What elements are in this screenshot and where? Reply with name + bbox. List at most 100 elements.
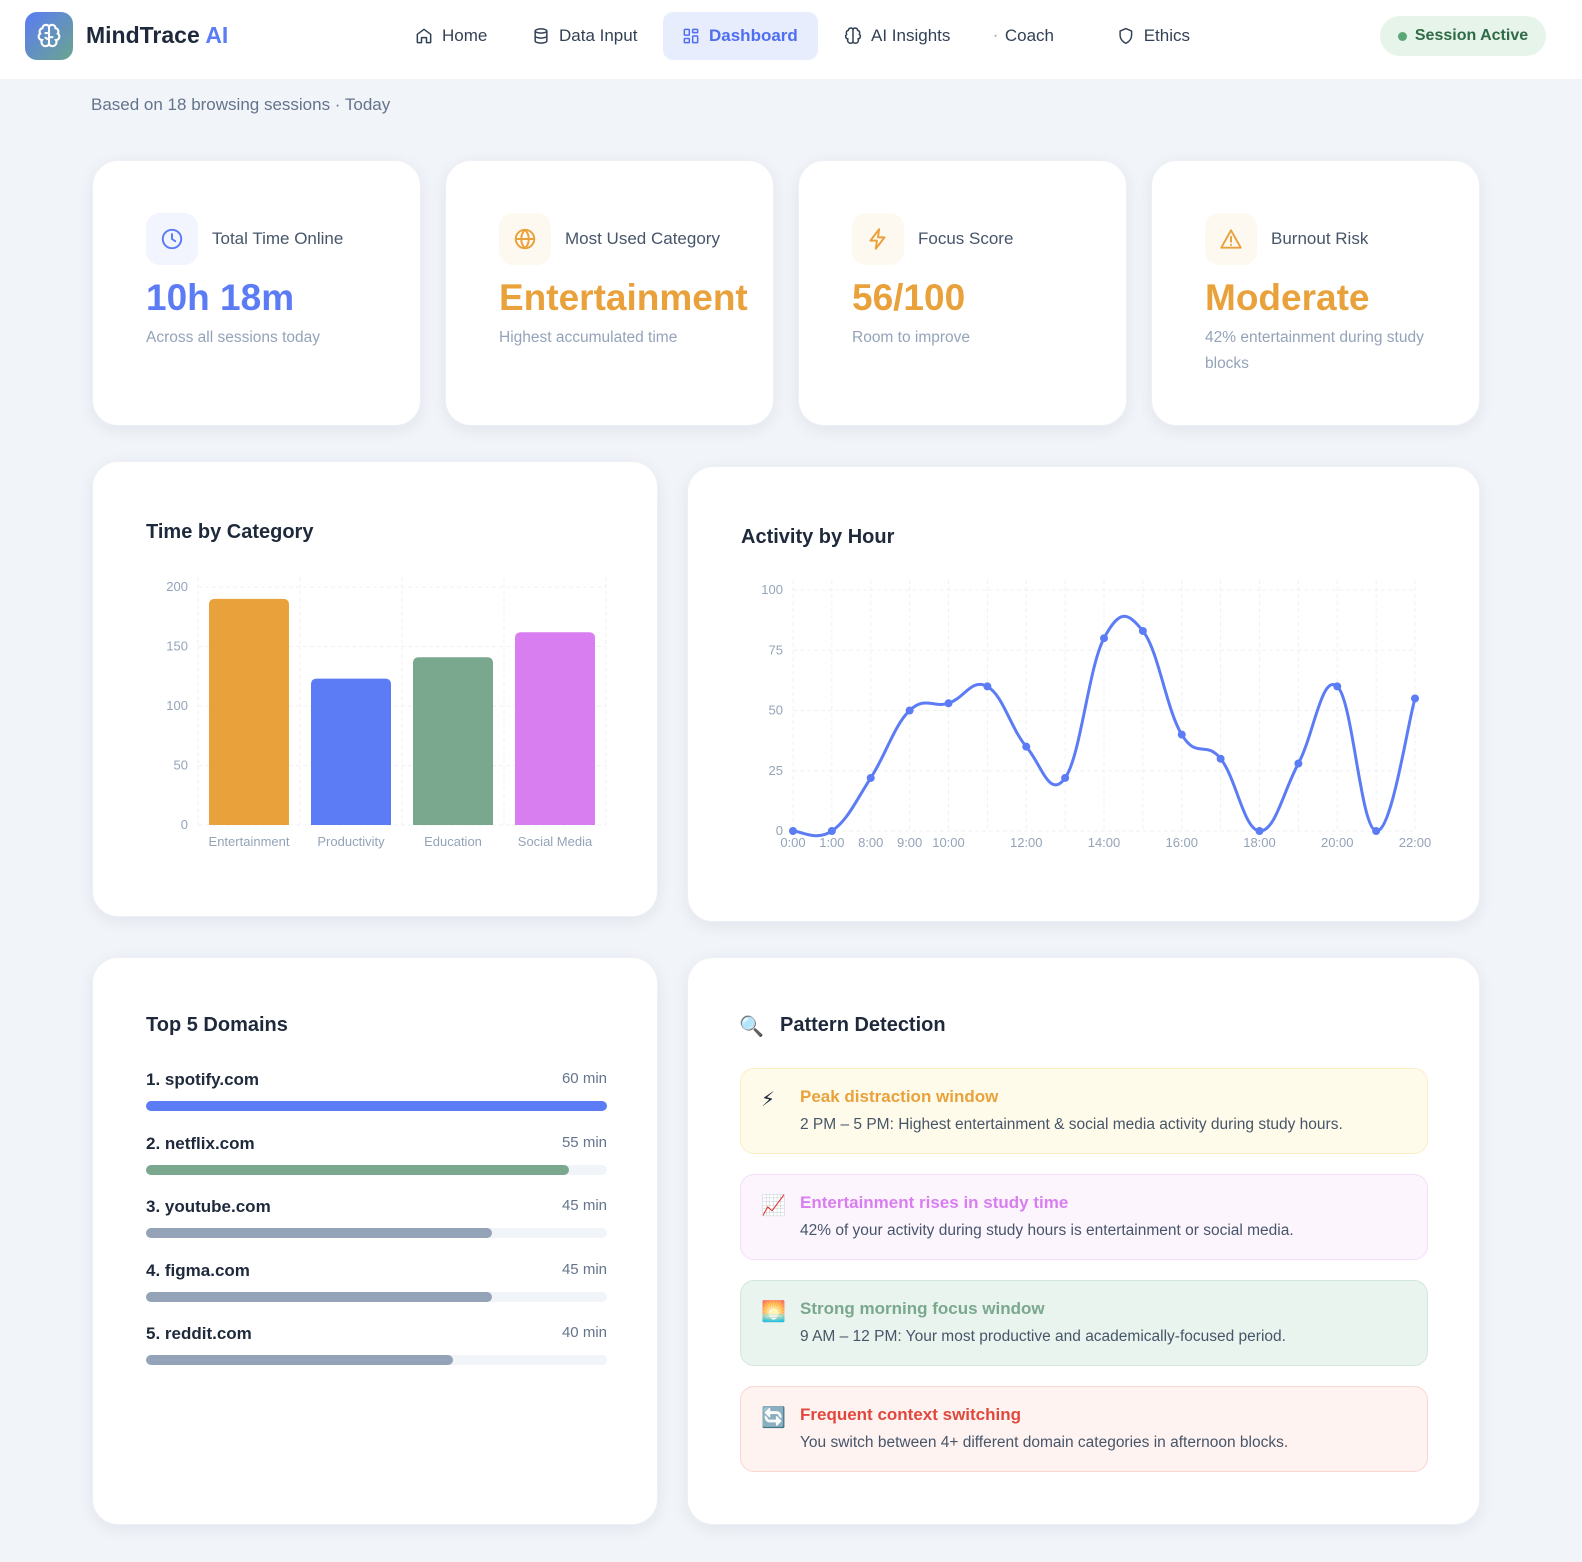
nav-label: Ethics — [1143, 26, 1190, 45]
y-tick-label: 0 — [181, 817, 188, 832]
activity-point — [789, 827, 797, 835]
nav-item[interactable]: Coach — [976, 12, 1072, 60]
nav-item[interactable]: Dashboard — [663, 12, 818, 60]
nav-label: Home — [442, 26, 488, 45]
stat-value: Moderate — [1205, 277, 1370, 318]
x-tick-label: 0:00 — [780, 835, 805, 850]
x-tick-label: 9:00 — [897, 835, 922, 850]
x-tick-label: Social Media — [518, 834, 593, 849]
stat-icon — [1205, 213, 1257, 265]
domain-track — [146, 1164, 607, 1175]
y-tick-label: 75 — [769, 642, 783, 657]
stat-label: Focus Score — [918, 229, 1014, 248]
activity-point — [866, 773, 875, 782]
pattern-text: 9 AM – 12 PM: Your most productive and a… — [800, 1328, 1286, 1345]
pattern-item: ⚡ Peak distraction window 2 PM – 5 PM: Hig… — [740, 1068, 1428, 1154]
pattern-icon: 🌅 — [761, 1301, 786, 1323]
domain-track — [146, 1228, 607, 1238]
x-tick-label: Education — [424, 834, 482, 849]
domain-name: 1. spotify.com — [146, 1070, 260, 1089]
stat-value: Entertainment — [499, 277, 748, 318]
activity-point — [1255, 827, 1264, 835]
domains-title: Top 5 Domains — [146, 1014, 288, 1036]
pattern-text: 2 PM – 5 PM: Highest entertainment & soc… — [800, 1116, 1343, 1133]
y-tick-label: 200 — [166, 579, 188, 594]
stat-card: Focus Score 56/100 Room to improve — [798, 160, 1127, 426]
activity-point — [1411, 694, 1419, 703]
subtitle: Based on 18 browsing sessions · Today — [91, 95, 391, 114]
domain-minutes: 40 min — [561, 1324, 607, 1341]
nav-item[interactable]: AI Insights — [825, 12, 971, 60]
pattern-title: Strong morning focus window — [800, 1299, 1045, 1318]
x-tick-label: 18:00 — [1243, 835, 1276, 850]
y-tick-label: 25 — [769, 763, 783, 778]
nav-icon — [994, 34, 997, 38]
domain-minutes: 45 min — [561, 1260, 607, 1278]
nav-icon — [534, 28, 548, 44]
pattern-icon: 📈 — [761, 1195, 786, 1217]
domain-bar — [146, 1228, 492, 1238]
stat-card: Burnout Risk Moderate 42% entertainment du… — [1151, 160, 1480, 426]
x-tick-label: 14:00 — [1088, 835, 1121, 850]
y-tick-label: 50 — [174, 758, 188, 773]
nav-icon — [844, 27, 862, 44]
domain-track — [146, 1101, 607, 1111]
y-tick-label: 0 — [776, 823, 783, 838]
activity-line — [792, 614, 1417, 838]
activity-point — [1372, 827, 1381, 835]
domain-name: 3. youtube.com — [146, 1197, 271, 1216]
activity-point — [1294, 759, 1303, 768]
hour-card: Activity by Hour 0 25 50 75 100 0:00 1:00 8:00 9:… — [687, 466, 1480, 922]
pattern-text: 42% of your activity during study hours … — [800, 1222, 1294, 1239]
stat-icon — [852, 213, 904, 265]
stat-note: Highest accumulated time — [499, 329, 678, 346]
domain-name: 2. netflix.com — [146, 1133, 255, 1153]
domain-minutes: 60 min — [561, 1070, 607, 1087]
x-tick-label: 20:00 — [1321, 835, 1354, 850]
stat-icon — [146, 213, 198, 265]
x-tick-label: 1:00 — [819, 835, 844, 850]
nav-item[interactable]: Data Input — [513, 12, 658, 60]
domain-bar — [146, 1355, 454, 1365]
status-text: Session Active — [1414, 27, 1529, 44]
y-tick-label: 150 — [166, 639, 188, 654]
bar — [209, 598, 289, 825]
session-status: Session Active — [1380, 16, 1546, 56]
domain-bar — [146, 1101, 607, 1111]
brand[interactable]: MindTrace AI — [86, 22, 228, 49]
bar — [311, 678, 391, 825]
activity-point — [1061, 773, 1070, 782]
brand-accent: AI — [205, 22, 229, 48]
nav-item[interactable]: Home — [396, 12, 506, 60]
category-card: Time by Category 0 50 100 150 200 Entertainmen… — [92, 461, 658, 917]
nav-item[interactable]: Ethics — [1098, 12, 1208, 60]
pattern-text: You switch between 4+ different domain c… — [800, 1434, 1289, 1451]
stat-label: Most Used Category — [565, 229, 720, 248]
activity-point — [944, 699, 953, 708]
patterns-icon: 🔍 — [739, 1016, 764, 1038]
logo[interactable] — [25, 12, 73, 60]
bar — [413, 657, 493, 825]
patterns-card: 🔍 Pattern Detection ⚡ Peak distraction wi… — [687, 957, 1480, 1525]
x-tick-label: 16:00 — [1165, 835, 1198, 850]
pattern-title: Entertainment rises in study time — [800, 1193, 1069, 1212]
activity-point — [1333, 682, 1342, 691]
pattern-title: Peak distraction window — [800, 1087, 999, 1106]
bar-chart: Time by Category 0 50 100 150 200 Entertainmen… — [146, 521, 607, 849]
stat-card: Most Used Category Entertainment Highest a… — [445, 160, 774, 426]
stat-note: 42% entertainment during study blocks — [1205, 329, 1424, 372]
activity-point — [1216, 754, 1225, 763]
stat-label: Total Time Online — [212, 229, 344, 248]
nav-icon — [1119, 27, 1133, 45]
domains-card: Top 5 Domains 1. spotify.com 60 min 2. net… — [92, 957, 658, 1525]
pattern-item: 🔄 Frequent context switching You switch be… — [740, 1386, 1428, 1472]
stat-note: Room to improve — [852, 329, 971, 346]
x-tick-label: 22:00 — [1399, 835, 1432, 850]
activity-point — [1177, 730, 1186, 739]
pattern-item: 🌅 Strong morning focus window 9 AM – 12 PM… — [740, 1280, 1428, 1366]
domain-bar — [146, 1291, 492, 1302]
x-tick-label: 8:00 — [858, 835, 883, 850]
activity-point — [827, 827, 836, 835]
domain-name: 5. reddit.com — [146, 1324, 252, 1343]
